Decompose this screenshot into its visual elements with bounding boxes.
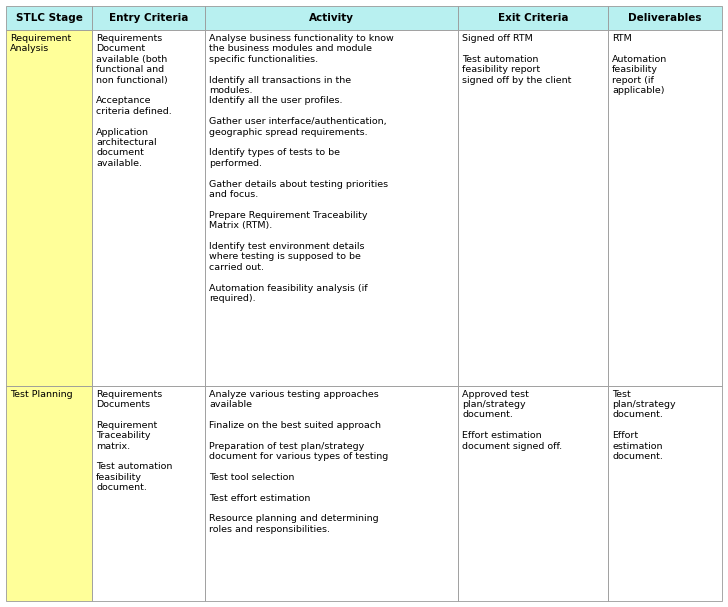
Bar [6, 30, 92, 385]
Bar [458, 30, 608, 385]
Text: Deliverables: Deliverables [628, 13, 702, 23]
Text: Exit Criteria: Exit Criteria [498, 13, 569, 23]
Bar [92, 385, 205, 601]
Bar [6, 6, 92, 30]
Text: Requirements
Documents

Requirement
Traceability
matrix.

Test automation
feasib: Requirements Documents Requirement Trace… [96, 390, 173, 492]
Bar [458, 6, 608, 30]
Bar [205, 385, 458, 601]
Bar [205, 30, 458, 385]
Text: Test
plan/strategy
document.

Effort
estimation
document.: Test plan/strategy document. Effort esti… [612, 390, 676, 461]
Bar [608, 385, 722, 601]
Bar [608, 30, 722, 385]
Text: Signed off RTM

Test automation
feasibility report
signed off by the client: Signed off RTM Test automation feasibili… [462, 34, 571, 85]
Bar [92, 30, 205, 385]
Text: STLC Stage: STLC Stage [16, 13, 82, 23]
Bar [205, 6, 458, 30]
Text: Requirements
Document
available (both
functional and
non functional)

Acceptance: Requirements Document available (both fu… [96, 34, 172, 168]
Text: Activity: Activity [309, 13, 354, 23]
Bar [6, 385, 92, 601]
Text: Entry Criteria: Entry Criteria [109, 13, 189, 23]
Text: RTM

Automation
feasibility
report (if
applicable): RTM Automation feasibility report (if ap… [612, 34, 668, 95]
Text: Analyze various testing approaches
available

Finalize on the best suited approa: Analyze various testing approaches avail… [209, 390, 388, 534]
Text: Analyse business functionality to know
the business modules and module
specific : Analyse business functionality to know t… [209, 34, 394, 303]
Text: Requirement
Analysis: Requirement Analysis [10, 34, 71, 53]
Text: Approved test
plan/strategy
document.

Effort estimation
document signed off.: Approved test plan/strategy document. Ef… [462, 390, 562, 450]
Bar [458, 385, 608, 601]
Bar [92, 6, 205, 30]
Text: Test Planning: Test Planning [10, 390, 73, 399]
Bar [608, 6, 722, 30]
